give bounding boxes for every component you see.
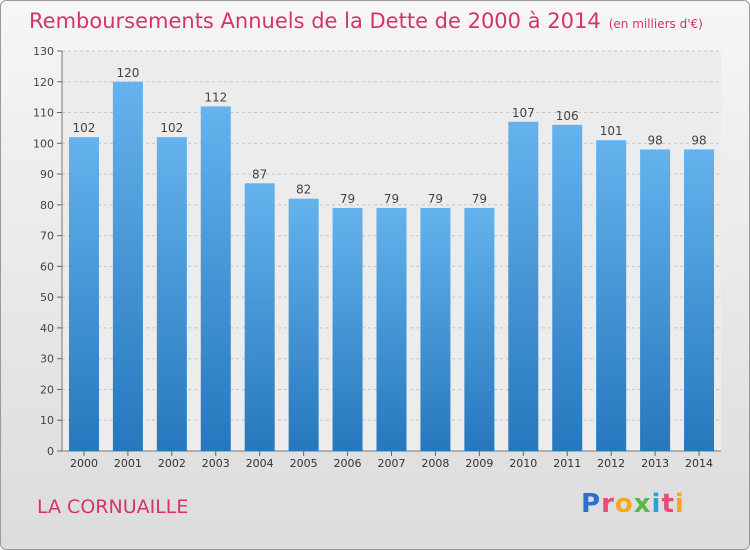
- x-tick-label: 2008: [421, 457, 449, 470]
- y-tick-label: 100: [33, 137, 54, 150]
- y-tick-label: 110: [33, 107, 54, 120]
- y-tick-label: 70: [40, 230, 54, 243]
- bar-value-label: 102: [73, 121, 96, 135]
- logo-letter: r: [601, 489, 615, 519]
- bar: [112, 81, 143, 452]
- y-tick-label: 0: [47, 445, 54, 458]
- y-tick-label: 130: [33, 45, 54, 58]
- x-tick-label: 2006: [334, 457, 362, 470]
- logo-letter: P: [581, 489, 602, 519]
- y-tick-label: 10: [40, 414, 54, 427]
- y-tick-label: 60: [40, 260, 54, 273]
- bar-value-label: 112: [204, 90, 227, 104]
- y-tick-label: 20: [40, 383, 54, 396]
- logo-letter: t: [661, 489, 675, 519]
- x-tick-label: 2013: [641, 457, 669, 470]
- title-text: Remboursements Annuels de la Dette de 20…: [29, 9, 601, 33]
- x-tick-label: 2007: [378, 457, 406, 470]
- bar: [596, 140, 627, 451]
- y-tick-label: 90: [40, 168, 54, 181]
- x-tick-label: 2011: [553, 457, 581, 470]
- x-tick-label: 2002: [158, 457, 186, 470]
- bar: [376, 207, 407, 451]
- x-tick-label: 2004: [246, 457, 274, 470]
- x-tick-label: 2010: [509, 457, 537, 470]
- proxiti-logo: Proxiti: [581, 489, 685, 519]
- bar-value-label: 106: [556, 109, 579, 123]
- x-tick-label: 2009: [465, 457, 493, 470]
- bar-value-label: 79: [472, 192, 487, 206]
- unit-text: (en milliers d'€): [608, 17, 703, 31]
- x-tick-label: 2014: [685, 457, 713, 470]
- bar: [332, 207, 363, 451]
- bar: [552, 124, 583, 451]
- x-tick-label: 2000: [70, 457, 98, 470]
- y-tick-label: 120: [33, 76, 54, 89]
- bar: [640, 149, 671, 451]
- logo-letter: i: [651, 489, 662, 519]
- bar: [288, 198, 319, 451]
- bar-value-label: 102: [160, 121, 183, 135]
- bar-value-label: 79: [428, 192, 443, 206]
- bar: [464, 207, 495, 451]
- bar-value-label: 98: [647, 133, 662, 147]
- bar-value-label: 79: [384, 192, 399, 206]
- bar-value-label: 87: [252, 167, 267, 181]
- logo-letter: o: [614, 489, 634, 519]
- bar: [420, 207, 451, 451]
- y-tick-label: 30: [40, 353, 54, 366]
- bar-value-label: 98: [691, 133, 706, 147]
- x-tick-label: 2001: [114, 457, 142, 470]
- bar: [508, 121, 539, 452]
- bar: [684, 149, 715, 451]
- logo-letter: x: [633, 489, 652, 519]
- bar: [244, 183, 275, 452]
- y-tick-label: 40: [40, 322, 54, 335]
- bar: [200, 106, 231, 451]
- y-tick-label: 80: [40, 199, 54, 212]
- place-name: LA CORNUAILLE: [37, 496, 189, 518]
- bar-value-label: 82: [296, 183, 311, 197]
- bar: [68, 137, 99, 451]
- x-tick-label: 2005: [290, 457, 318, 470]
- logo-letter: i: [674, 489, 685, 519]
- bar-value-label: 101: [600, 124, 623, 138]
- bar: [156, 137, 187, 451]
- x-tick-label: 2012: [597, 457, 625, 470]
- bar-value-label: 79: [340, 192, 355, 206]
- bar-value-label: 120: [116, 66, 139, 80]
- y-tick-label: 50: [40, 291, 54, 304]
- chart-title: Remboursements Annuels de la Dette de 20…: [29, 9, 703, 33]
- bar-value-label: 107: [512, 106, 535, 120]
- x-tick-label: 2003: [202, 457, 230, 470]
